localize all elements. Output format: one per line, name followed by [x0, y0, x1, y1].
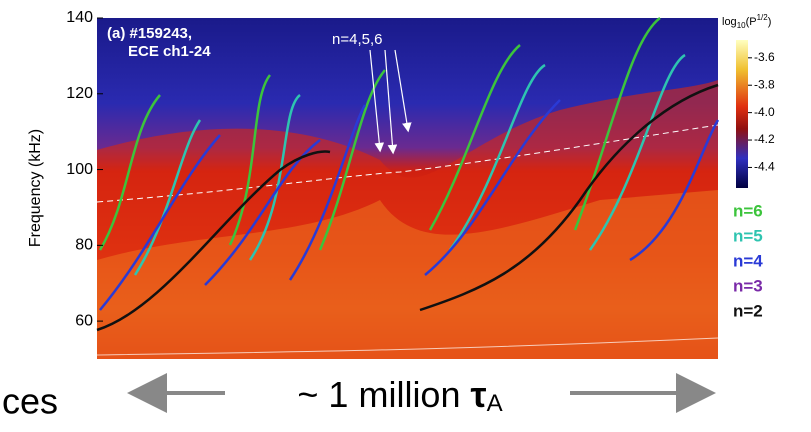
panel-label: (a) #159243,	[107, 25, 192, 42]
panel-label: ECE ch1-24	[128, 43, 211, 60]
baseline-line	[96, 337, 719, 356]
y-tick-label: 120	[66, 85, 93, 102]
dashed-line	[96, 124, 719, 203]
spectrogram: (a) #159243, ECE ch1-24 n=4,5,6	[96, 16, 720, 359]
colorbar-tick-label: -3.6	[754, 50, 775, 64]
legend-entry: n=6	[733, 201, 763, 220]
annotation: n=4,5,6	[332, 31, 382, 48]
y-tick-label: 140	[66, 9, 93, 26]
y-axis-label: Frequency (kHz)	[27, 129, 44, 247]
spectrogram-region	[97, 190, 718, 359]
colorbar-tick-label: -4.4	[754, 160, 775, 174]
left-fragment: ces	[2, 381, 58, 422]
legend-entry: n=5	[733, 226, 763, 245]
y-tick-label: 60	[75, 312, 93, 329]
y-tick-label: 80	[75, 237, 93, 254]
caption: ~ 1 million τA	[297, 374, 502, 418]
y-tick-label: 100	[66, 161, 93, 178]
legend-entry: n=3	[733, 276, 763, 295]
colorbar-tick-label: -4.0	[754, 105, 775, 119]
legend-entry: n=4	[733, 251, 763, 270]
colorbar	[736, 40, 748, 188]
legend-entry: n=2	[733, 301, 763, 320]
colorbar-tick-label: -4.2	[754, 132, 775, 146]
colorbar-tick-label: -3.8	[754, 77, 775, 91]
colorbar-label: log10(P1/2)	[722, 13, 771, 30]
